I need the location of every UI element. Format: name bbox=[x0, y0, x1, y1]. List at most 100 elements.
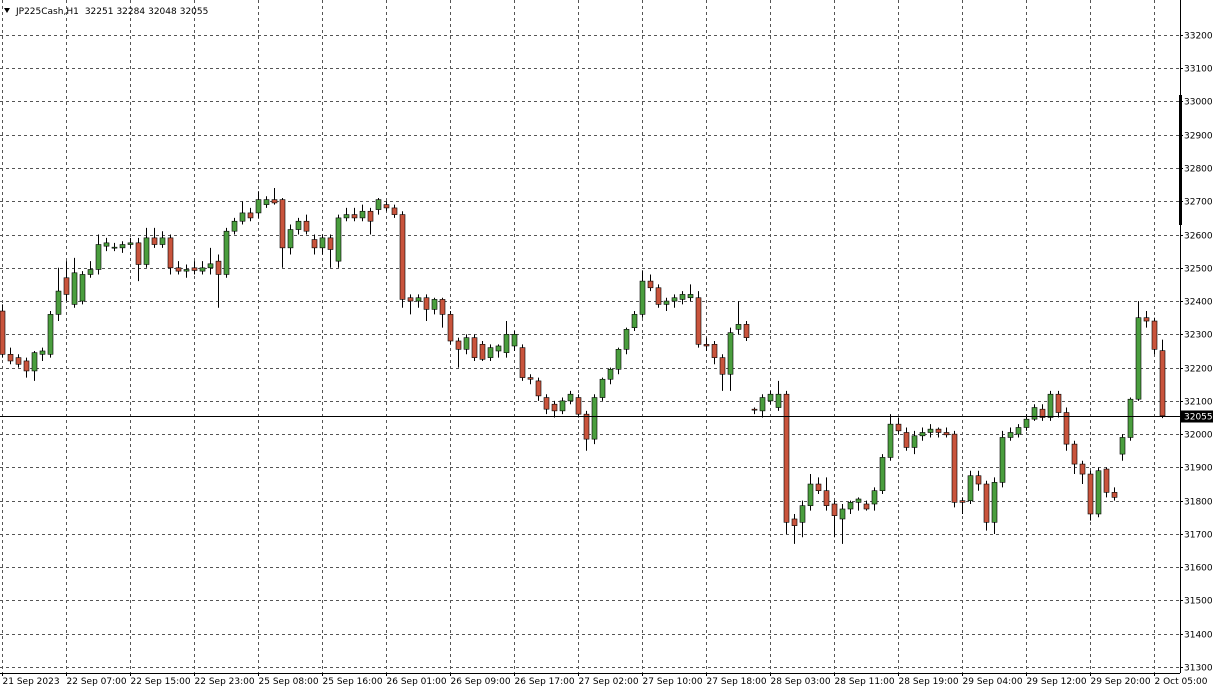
x-tick-label: 28 Sep 11:00 bbox=[835, 677, 895, 687]
candle-body bbox=[471, 337, 478, 358]
y-tick-label: 32000 bbox=[1184, 431, 1213, 441]
candle-body bbox=[1111, 492, 1118, 498]
candle-body bbox=[879, 457, 886, 491]
candle-body bbox=[1159, 350, 1166, 417]
x-tick-label: 22 Sep 07:00 bbox=[67, 677, 127, 687]
y-tick-label: 31500 bbox=[1184, 597, 1213, 607]
candle-body bbox=[1095, 470, 1102, 515]
symbol: JP225Cash,H1 bbox=[15, 7, 79, 17]
candle-body bbox=[407, 297, 414, 302]
y-tick-label: 31700 bbox=[1184, 531, 1213, 541]
candle-body bbox=[79, 274, 86, 302]
y-tick-label: 33200 bbox=[1184, 32, 1213, 42]
candle-body bbox=[527, 377, 534, 380]
candle-body bbox=[743, 324, 750, 338]
candle-body bbox=[511, 334, 518, 347]
candle-body bbox=[1063, 412, 1070, 445]
y-tick-label: 33000 bbox=[1184, 98, 1213, 108]
candle-body bbox=[303, 220, 310, 232]
candle-body bbox=[279, 199, 286, 249]
candle-body bbox=[655, 287, 662, 305]
candle-body bbox=[735, 324, 742, 330]
candle-body bbox=[463, 337, 470, 350]
candle-body bbox=[423, 297, 430, 310]
last-low: 32048 bbox=[148, 7, 177, 17]
candle-body bbox=[135, 242, 142, 265]
x-tick-label: 26 Sep 17:00 bbox=[515, 677, 575, 687]
candle-body bbox=[503, 334, 510, 353]
candle-body bbox=[959, 500, 966, 503]
y-tick-label: 32600 bbox=[1184, 232, 1213, 242]
candle-body bbox=[631, 314, 638, 328]
candle-body bbox=[551, 403, 558, 412]
x-tick-label: 28 Sep 19:00 bbox=[899, 677, 959, 687]
y-tick-label: 31400 bbox=[1184, 631, 1213, 641]
y-tick-label: 33100 bbox=[1184, 65, 1213, 75]
x-tick-label: 28 Sep 03:00 bbox=[771, 677, 831, 687]
candle-body bbox=[439, 299, 446, 315]
candle-body bbox=[127, 242, 134, 245]
x-tick-label: 22 Sep 15:00 bbox=[131, 677, 191, 687]
candle-body bbox=[351, 214, 358, 219]
y-tick-label: 32500 bbox=[1184, 265, 1213, 275]
y-tick-label: 31900 bbox=[1184, 464, 1213, 474]
x-tick-label: 21 Sep 2023 bbox=[3, 677, 60, 687]
candle-body bbox=[1023, 418, 1030, 428]
candle-body bbox=[207, 263, 214, 269]
candle-body bbox=[927, 428, 934, 433]
candle-body bbox=[847, 502, 854, 510]
candle-body bbox=[839, 508, 846, 520]
candle-body bbox=[487, 347, 494, 358]
candle-body bbox=[0, 310, 6, 355]
candle-body bbox=[319, 237, 326, 249]
candle-body bbox=[887, 423, 894, 458]
candle-body bbox=[719, 357, 726, 375]
candle-body bbox=[663, 300, 670, 305]
candle-body bbox=[783, 393, 790, 523]
candle-body bbox=[431, 299, 438, 310]
candle-body bbox=[455, 340, 462, 350]
candle-body bbox=[15, 357, 22, 365]
candle-body bbox=[703, 344, 710, 347]
candle-body bbox=[287, 229, 294, 249]
header-arrow[interactable] bbox=[4, 8, 10, 13]
candle-body bbox=[967, 475, 974, 501]
x-tick-label: 26 Sep 01:00 bbox=[387, 677, 447, 687]
candle-body bbox=[871, 490, 878, 505]
candle-body bbox=[119, 244, 126, 249]
candle-body bbox=[1103, 468, 1110, 493]
x-tick-label: 2 Oct 05:00 bbox=[1155, 677, 1208, 687]
x-tick-label: 27 Sep 18:00 bbox=[707, 677, 767, 687]
candle-body bbox=[375, 199, 382, 210]
price-label-box bbox=[1181, 410, 1213, 423]
candle-body bbox=[895, 423, 902, 432]
candle-body bbox=[1079, 463, 1086, 475]
candle-body bbox=[1047, 393, 1054, 418]
candle-body bbox=[623, 329, 630, 350]
candle-body bbox=[1031, 407, 1038, 420]
candles bbox=[0, 187, 1166, 544]
candle-body bbox=[863, 503, 870, 510]
candle-body bbox=[647, 280, 654, 289]
x-tick-label: 29 Sep 04:00 bbox=[963, 677, 1023, 687]
x-tick-label: 26 Sep 09:00 bbox=[451, 677, 511, 687]
candle-body bbox=[399, 214, 406, 300]
candle-body bbox=[639, 280, 646, 315]
candle-body bbox=[1055, 393, 1062, 413]
y-tick-label: 32100 bbox=[1184, 398, 1213, 408]
candle-body bbox=[543, 397, 550, 410]
candle-body bbox=[1143, 317, 1150, 322]
x-tick-label: 29 Sep 20:00 bbox=[1091, 677, 1151, 687]
candle-body bbox=[711, 344, 718, 358]
candle-body bbox=[295, 220, 302, 230]
y-tick-label: 31800 bbox=[1184, 498, 1213, 508]
candle-body bbox=[239, 212, 246, 222]
candle-body bbox=[247, 212, 254, 219]
candle-body bbox=[391, 207, 398, 215]
x-tick-label: 25 Sep 16:00 bbox=[323, 677, 383, 687]
x-tick-label: 27 Sep 10:00 bbox=[643, 677, 703, 687]
candle-body bbox=[175, 267, 182, 272]
candle-body bbox=[223, 230, 230, 275]
candle-body bbox=[855, 498, 862, 503]
